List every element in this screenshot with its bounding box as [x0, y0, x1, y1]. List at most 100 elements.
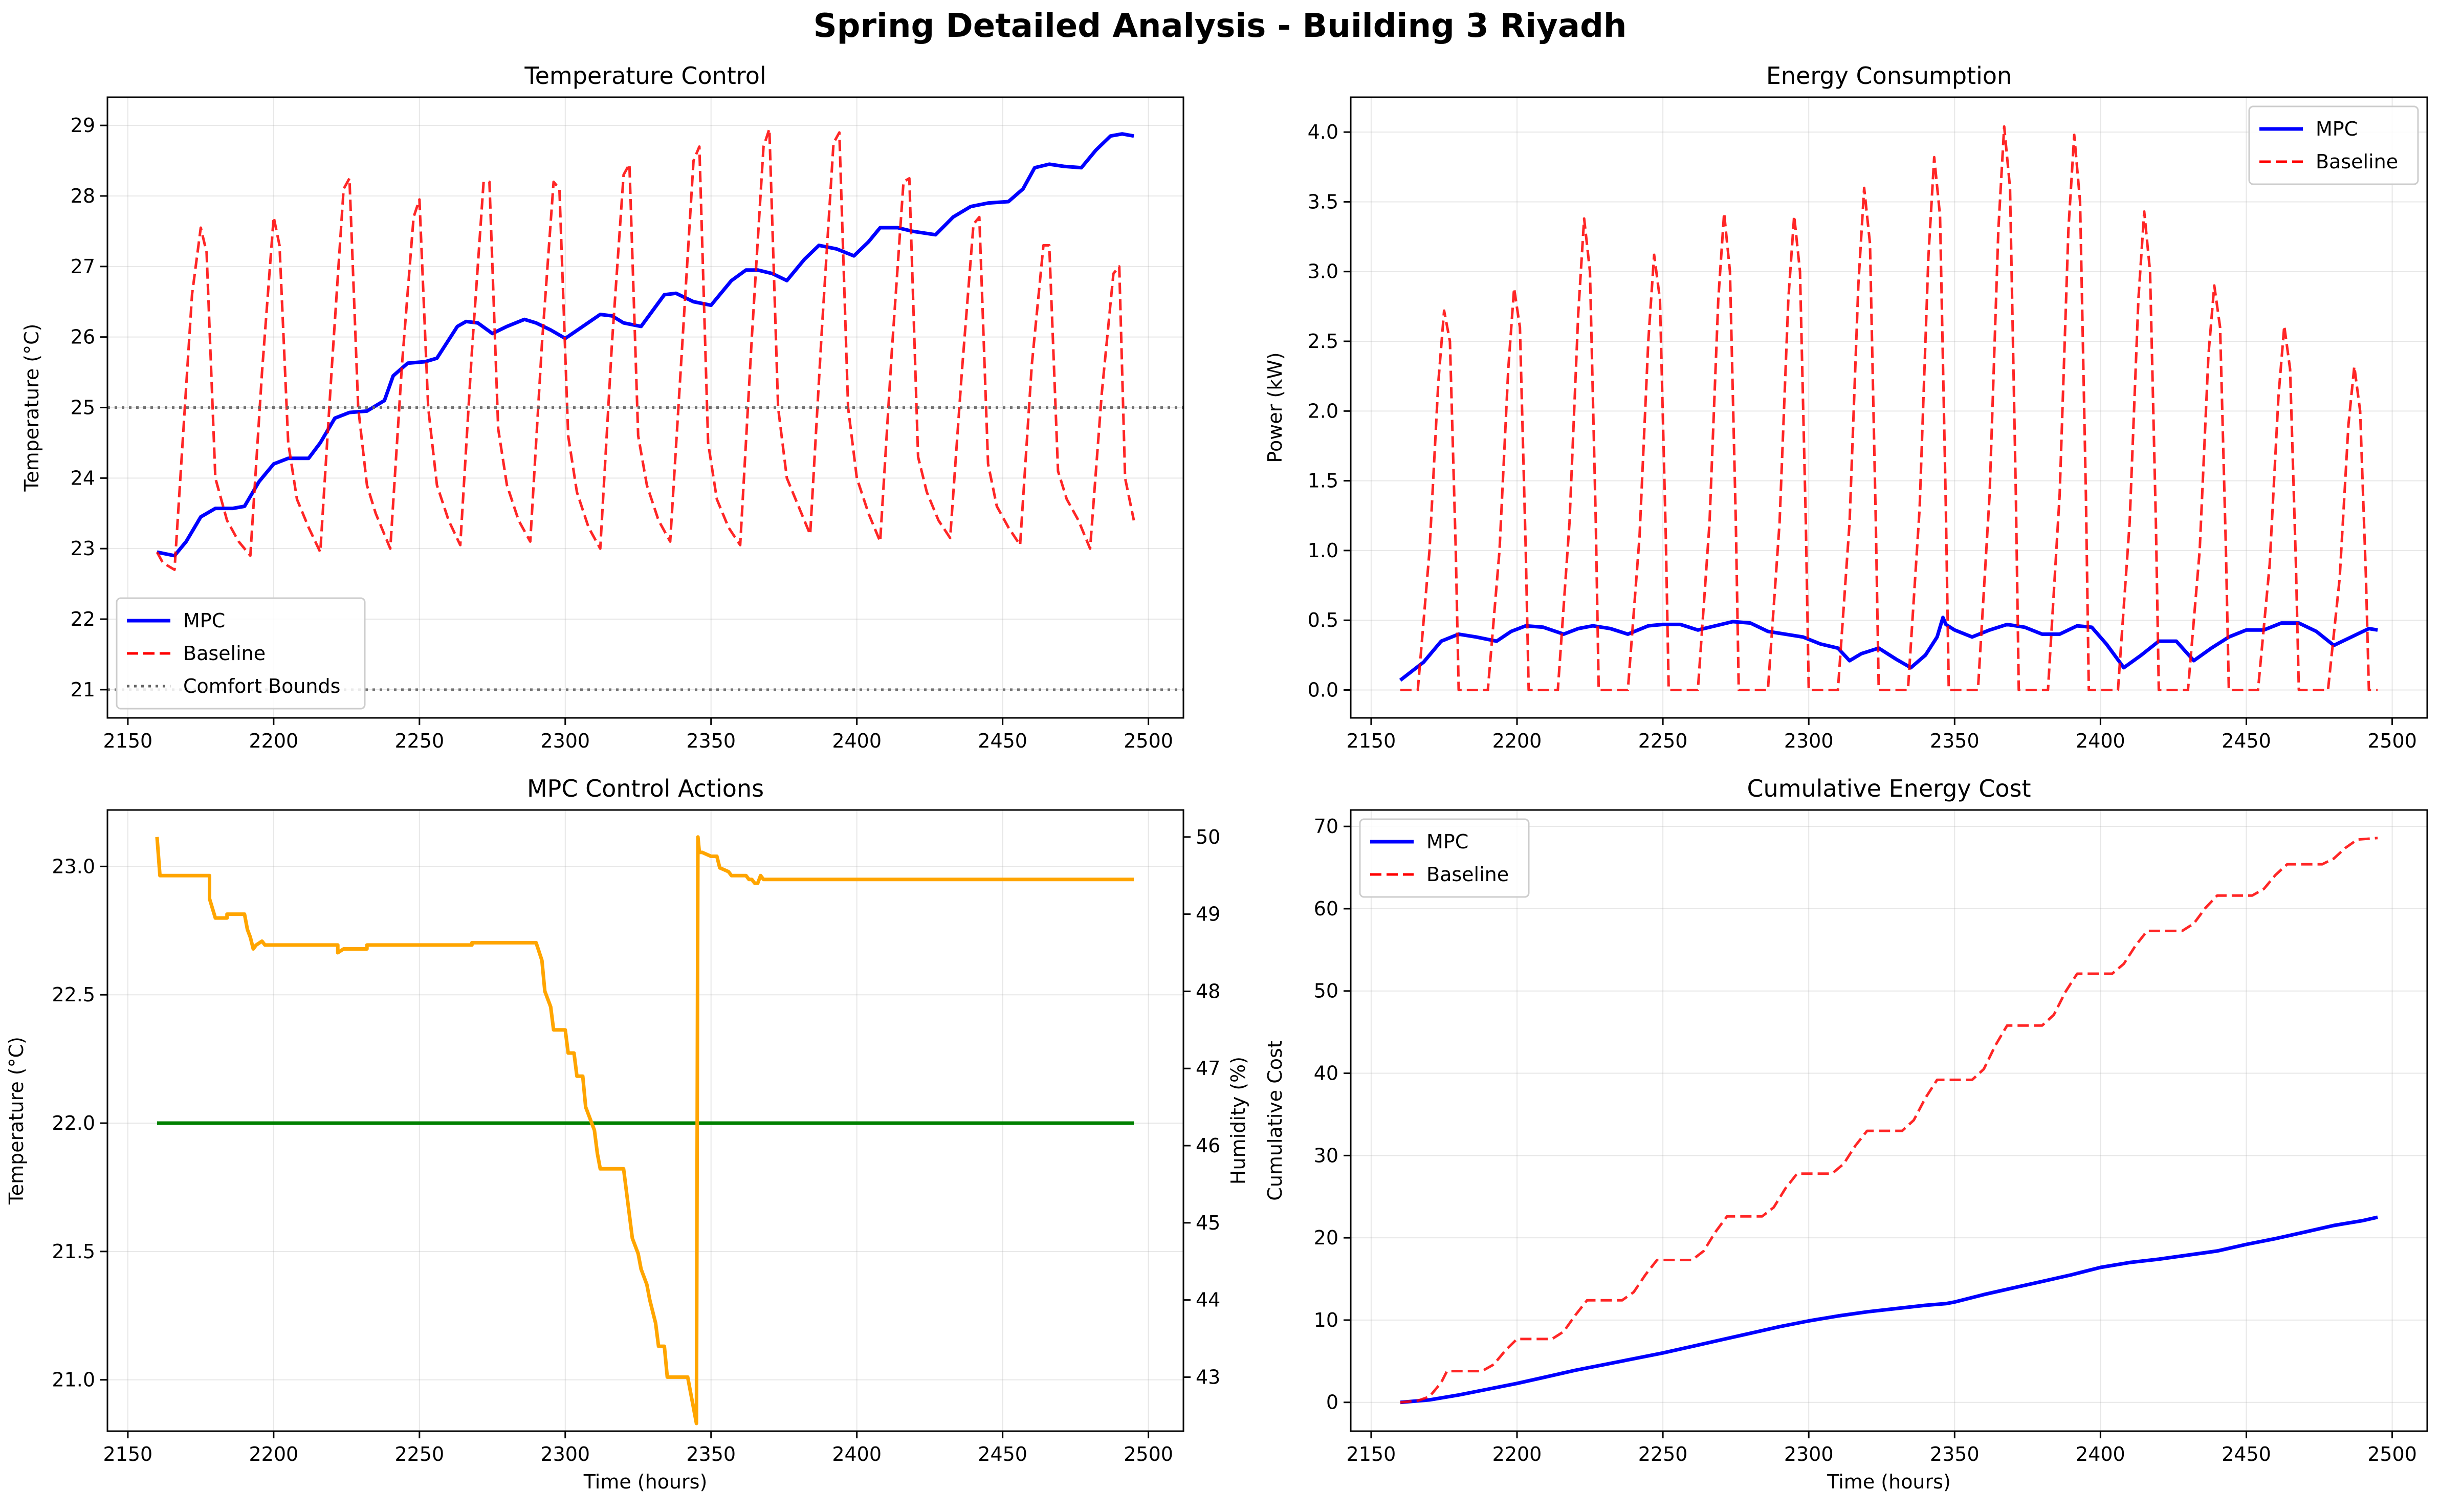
x-tick-label: 2150 [103, 730, 153, 752]
x-tick-label: 2400 [832, 1443, 882, 1465]
x-tick-label: 2300 [540, 1443, 590, 1465]
y-tick-label: 21.0 [52, 1369, 95, 1391]
x-tick-label: 2500 [2367, 730, 2417, 752]
y-tick-label: 24 [71, 467, 95, 489]
x-tick-label: 2200 [249, 1443, 298, 1465]
y-axis-label: Power (kW) [1264, 352, 1286, 463]
y2-tick-label: 49 [1196, 903, 1220, 926]
x-tick-label: 2350 [686, 730, 736, 752]
x-tick-label: 2300 [1784, 730, 1834, 752]
x-tick-label: 2250 [1638, 730, 1688, 752]
legend-label: Baseline [2316, 150, 2398, 173]
y-tick-label: 60 [1314, 897, 1338, 920]
y-tick-label: 25 [71, 397, 95, 419]
x-tick-label: 2200 [1492, 730, 1542, 752]
x-tick-label: 2400 [832, 730, 882, 752]
plot-frame [1350, 96, 2428, 719]
y-tick-label: 3.5 [1308, 190, 1338, 213]
x-tick-label: 2300 [540, 730, 590, 752]
y2-axis-label: Humidity (%) [1227, 1057, 1249, 1185]
y-tick-label: 28 [71, 185, 95, 207]
x-tick-label: 2250 [394, 1443, 444, 1465]
y-tick-label: 22 [71, 608, 95, 630]
legend-label: Baseline [1426, 863, 1509, 886]
y-tick-label: 2.5 [1308, 330, 1338, 353]
series-line-mpc [1400, 1215, 2378, 1405]
series-line-mpc [157, 132, 1134, 558]
y-tick-label: 30 [1314, 1144, 1338, 1167]
plot-title: Energy Consumption [1766, 62, 2012, 90]
y-tick-label: 70 [1314, 815, 1338, 838]
x-tick-label: 2350 [1930, 730, 1980, 752]
plot-frame [1350, 809, 2428, 1432]
x-tick-label: 2150 [103, 1443, 153, 1465]
x-tick-label: 2500 [2367, 1443, 2417, 1465]
x-tick-label: 2500 [1124, 730, 1173, 752]
y-tick-label: 23.0 [52, 855, 95, 878]
y-tick-label: 4.0 [1308, 121, 1338, 143]
x-tick-label: 2200 [249, 730, 298, 752]
legend-label: Comfort Bounds [183, 675, 340, 697]
y-tick-label: 2.0 [1308, 400, 1338, 422]
y-tick-label: 22.0 [52, 1112, 95, 1134]
x-tick-label: 2450 [978, 1443, 1027, 1465]
legend-label: MPC [183, 609, 225, 632]
legend-box [1359, 818, 1530, 898]
y2-tick-label: 45 [1196, 1212, 1220, 1234]
y-tick-label: 40 [1314, 1062, 1338, 1085]
y-tick-label: 26 [71, 326, 95, 348]
x-tick-label: 2200 [1492, 1443, 1542, 1465]
legend-box [2248, 105, 2419, 185]
y2-tick-label: 48 [1196, 980, 1220, 1002]
x-tick-label: 2250 [1638, 1443, 1688, 1465]
y-tick-label: 29 [71, 114, 95, 137]
x-tick-label: 2450 [2222, 730, 2271, 752]
y2-tick-label: 47 [1196, 1057, 1220, 1080]
y-tick-label: 1.5 [1308, 470, 1338, 492]
y-tick-label: 0 [1326, 1391, 1338, 1414]
legend-label: MPC [1426, 830, 1468, 853]
y-tick-label: 20 [1314, 1226, 1338, 1249]
plot-title: MPC Control Actions [527, 775, 764, 802]
y-tick-label: 0.0 [1308, 678, 1338, 701]
y2-tick-label: 44 [1196, 1289, 1220, 1311]
y-tick-label: 10 [1314, 1309, 1338, 1331]
series-line-mpc [1399, 616, 2378, 682]
y-tick-label: 27 [71, 255, 95, 278]
legend-box [116, 597, 366, 710]
page-title: Spring Detailed Analysis - Building 3 Ri… [813, 7, 1627, 45]
plot-title: Temperature Control [524, 62, 766, 90]
x-tick-label: 2500 [1124, 1443, 1173, 1465]
y-tick-label: 21.5 [52, 1240, 95, 1263]
y-tick-label: 23 [71, 537, 95, 560]
x-axis-label: Time (hours) [1827, 1471, 1951, 1493]
series-line-baseline [156, 127, 1135, 571]
x-tick-label: 2400 [2076, 730, 2125, 752]
y2-tick-label: 50 [1196, 826, 1220, 848]
plot-frame [106, 809, 1184, 1432]
y-axis-label: Temperature (°C) [20, 324, 43, 492]
x-axis-label: Time (hours) [583, 1471, 708, 1493]
series-line-baseline [1400, 837, 2378, 1404]
x-tick-label: 2450 [2222, 1443, 2271, 1465]
x-tick-label: 2250 [394, 730, 444, 752]
x-tick-label: 2350 [686, 1443, 736, 1465]
x-tick-label: 2350 [1930, 1443, 1980, 1465]
y-tick-label: 3.0 [1308, 260, 1338, 283]
plot-title: Cumulative Energy Cost [1747, 775, 2031, 802]
y-tick-label: 22.5 [52, 983, 95, 1006]
x-tick-label: 2300 [1784, 1443, 1834, 1465]
y-tick-label: 0.5 [1308, 609, 1338, 631]
y-axis-label: Cumulative Cost [1264, 1040, 1286, 1200]
y2-tick-label: 46 [1196, 1134, 1220, 1157]
y-tick-label: 1.0 [1308, 539, 1338, 562]
y-axis-label: Temperature (°C) [5, 1037, 28, 1205]
series-line-baseline [1400, 125, 2378, 691]
x-tick-label: 2450 [978, 730, 1027, 752]
x-tick-label: 2400 [2076, 1443, 2125, 1465]
y2-tick-label: 43 [1196, 1366, 1220, 1388]
y-tick-label: 50 [1314, 980, 1338, 1002]
legend-label: Baseline [183, 642, 266, 665]
y-tick-label: 21 [71, 678, 95, 701]
